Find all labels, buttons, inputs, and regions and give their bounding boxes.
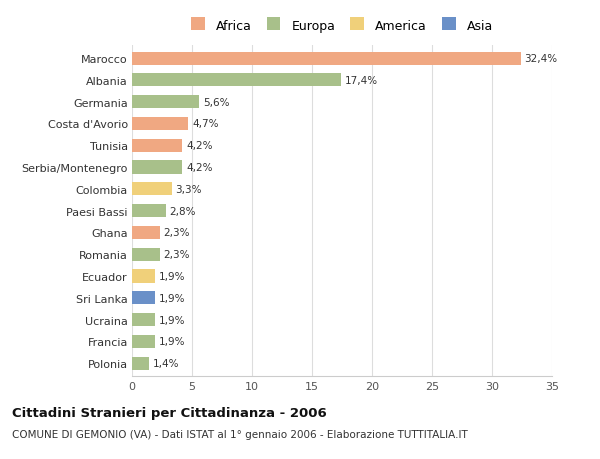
Text: 2,3%: 2,3% [163, 250, 190, 260]
Bar [132, 96, 199, 109]
Text: 1,9%: 1,9% [158, 336, 185, 347]
Text: 17,4%: 17,4% [344, 76, 377, 86]
Bar [132, 270, 155, 283]
Bar [132, 357, 149, 370]
Bar [132, 74, 341, 87]
Bar [132, 248, 160, 261]
Bar [132, 161, 182, 174]
Bar [132, 140, 182, 152]
Text: 2,3%: 2,3% [163, 228, 190, 238]
Bar [132, 313, 155, 326]
Legend: Africa, Europa, America, Asia: Africa, Europa, America, Asia [191, 20, 493, 33]
Bar [132, 183, 172, 196]
Text: COMUNE DI GEMONIO (VA) - Dati ISTAT al 1° gennaio 2006 - Elaborazione TUTTITALIA: COMUNE DI GEMONIO (VA) - Dati ISTAT al 1… [12, 429, 468, 439]
Text: Cittadini Stranieri per Cittadinanza - 2006: Cittadini Stranieri per Cittadinanza - 2… [12, 406, 327, 419]
Text: 5,6%: 5,6% [203, 97, 229, 107]
Text: 4,2%: 4,2% [186, 162, 212, 173]
Text: 4,7%: 4,7% [192, 119, 218, 129]
Bar [132, 291, 155, 305]
Bar [132, 226, 160, 240]
Text: 32,4%: 32,4% [524, 54, 557, 64]
Bar [132, 335, 155, 348]
Text: 1,9%: 1,9% [158, 293, 185, 303]
Text: 1,9%: 1,9% [158, 315, 185, 325]
Text: 1,9%: 1,9% [158, 271, 185, 281]
Bar [132, 205, 166, 218]
Text: 3,3%: 3,3% [175, 185, 202, 195]
Bar [132, 118, 188, 131]
Text: 4,2%: 4,2% [186, 141, 212, 151]
Text: 1,4%: 1,4% [152, 358, 179, 368]
Text: 2,8%: 2,8% [169, 206, 196, 216]
Bar [132, 52, 521, 66]
